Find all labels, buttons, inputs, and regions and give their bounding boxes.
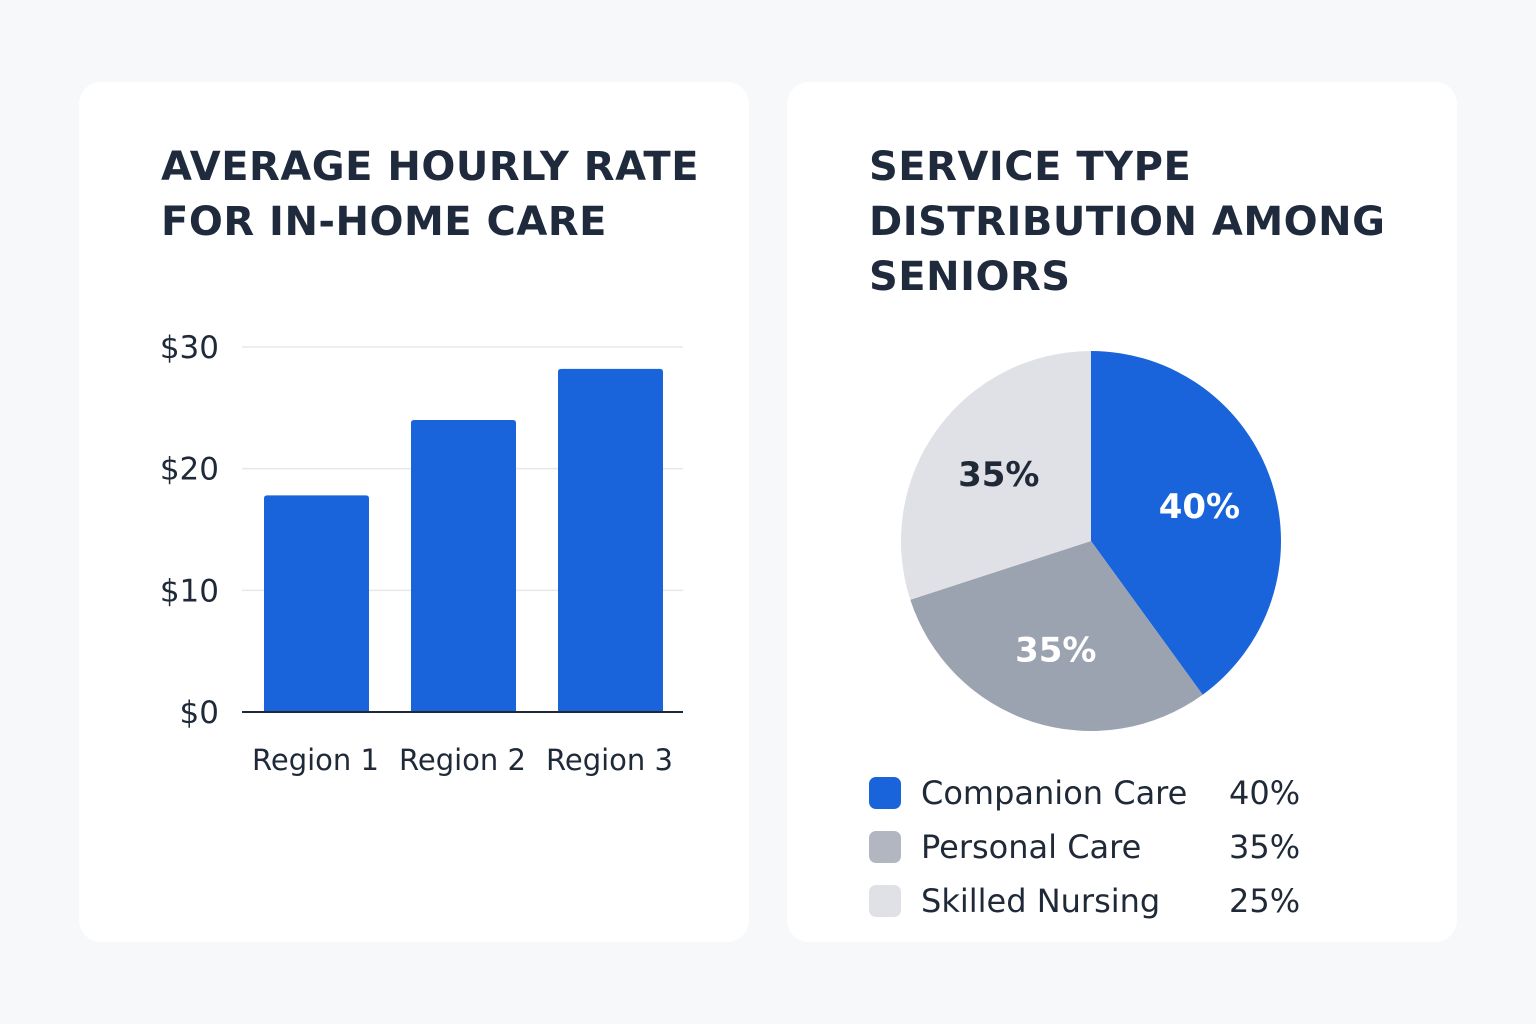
pie-chart-title-line-2: DISTRIBUTION AMONG — [869, 199, 1386, 245]
y-tick-label: $20 — [160, 452, 219, 488]
legend-label: Skilled Nursing — [921, 882, 1161, 920]
pie-chart-title-line-1: SERVICE TYPE — [869, 144, 1192, 190]
slice-label: 35% — [958, 455, 1039, 495]
bar-chart-title-line-2: FOR IN-HOME CARE — [161, 199, 607, 245]
legend-label: Personal Care — [921, 828, 1142, 866]
pie-slice — [910, 541, 1203, 731]
y-tick-label: $10 — [160, 573, 219, 609]
slice-label: 35% — [1015, 630, 1096, 670]
legend-swatch — [869, 777, 901, 809]
pie-chart-title: SERVICE TYPE DISTRIBUTION AMONG SENIORS — [869, 140, 1389, 305]
x-tick-label: Region 3 — [546, 743, 673, 777]
bar-chart-title: AVERAGE HOURLY RATE FOR IN-HOME CARE — [161, 140, 721, 250]
slice-label: 40% — [1159, 487, 1240, 527]
legend-label: Companion Care — [921, 774, 1188, 812]
bar — [264, 495, 369, 712]
x-tick-label: Region 2 — [399, 743, 526, 777]
y-tick-label: $30 — [160, 330, 219, 366]
pie-chart-card: SERVICE TYPE DISTRIBUTION AMONG SENIORS … — [787, 82, 1457, 942]
legend-value: 25% — [1229, 882, 1301, 920]
legend-value: 35% — [1229, 828, 1301, 866]
legend-swatch — [869, 885, 901, 917]
legend-swatch — [869, 831, 901, 863]
pie-slice — [1091, 351, 1282, 695]
legend-item: Skilled Nursing 25% — [869, 874, 1339, 928]
pie-chart: 40% 35% 35% — [901, 351, 1282, 731]
bar-chart-title-line-1: AVERAGE HOURLY RATE — [161, 144, 700, 190]
legend-item: Personal Care 35% — [869, 820, 1339, 874]
bar — [411, 420, 516, 712]
pie-chart-title-line-3: SENIORS — [869, 254, 1071, 300]
pie-slice — [901, 351, 1091, 600]
pie-legend: Companion Care 40% Personal Care 35% Ski… — [869, 766, 1339, 928]
bar-chart: $0 $10 $20 $30 Region 1 Region 2 Region 3 — [160, 330, 683, 777]
legend-item: Companion Care 40% — [869, 766, 1339, 820]
legend-value: 40% — [1229, 774, 1301, 812]
y-tick-label: $0 — [180, 695, 219, 731]
bar-chart-card: AVERAGE HOURLY RATE FOR IN-HOME CARE $0 $… — [79, 82, 749, 942]
x-tick-label: Region 1 — [252, 743, 379, 777]
bar — [558, 368, 663, 712]
